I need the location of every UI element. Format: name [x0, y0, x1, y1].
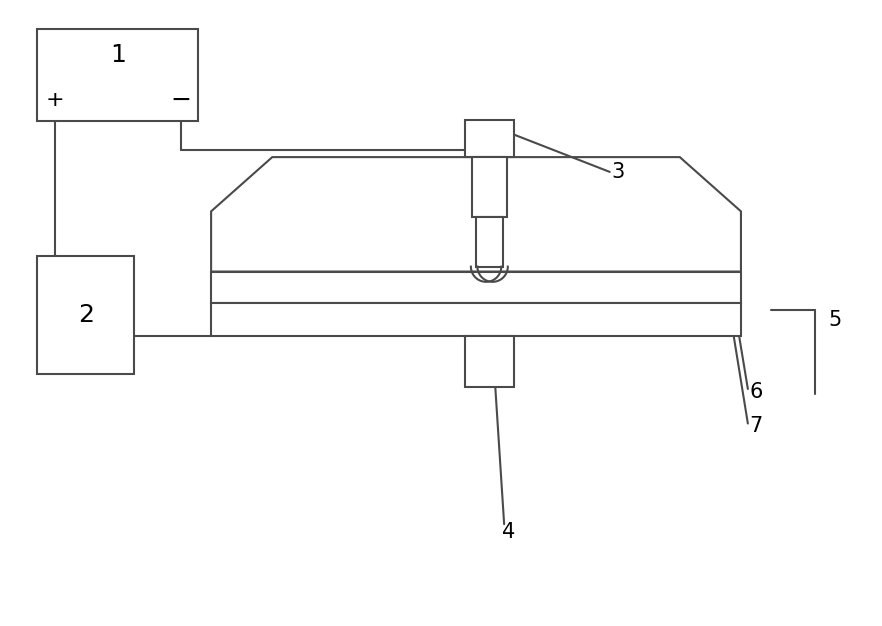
Text: 4: 4	[503, 522, 516, 542]
Text: 7: 7	[749, 416, 762, 436]
Bar	[475, 217, 503, 267]
Bar	[211, 303, 741, 336]
Polygon shape	[211, 157, 741, 272]
Bar	[472, 157, 507, 217]
Text: 1: 1	[110, 43, 126, 66]
Bar	[465, 120, 514, 157]
Bar	[211, 272, 741, 303]
Text: 2: 2	[78, 303, 93, 327]
Text: 3: 3	[611, 162, 624, 182]
Bar	[37, 29, 198, 121]
Text: +: +	[46, 90, 64, 110]
Bar	[465, 336, 514, 387]
Text: 5: 5	[828, 310, 841, 330]
Text: 6: 6	[749, 382, 762, 402]
Bar	[37, 256, 134, 374]
Text: −: −	[170, 88, 191, 113]
